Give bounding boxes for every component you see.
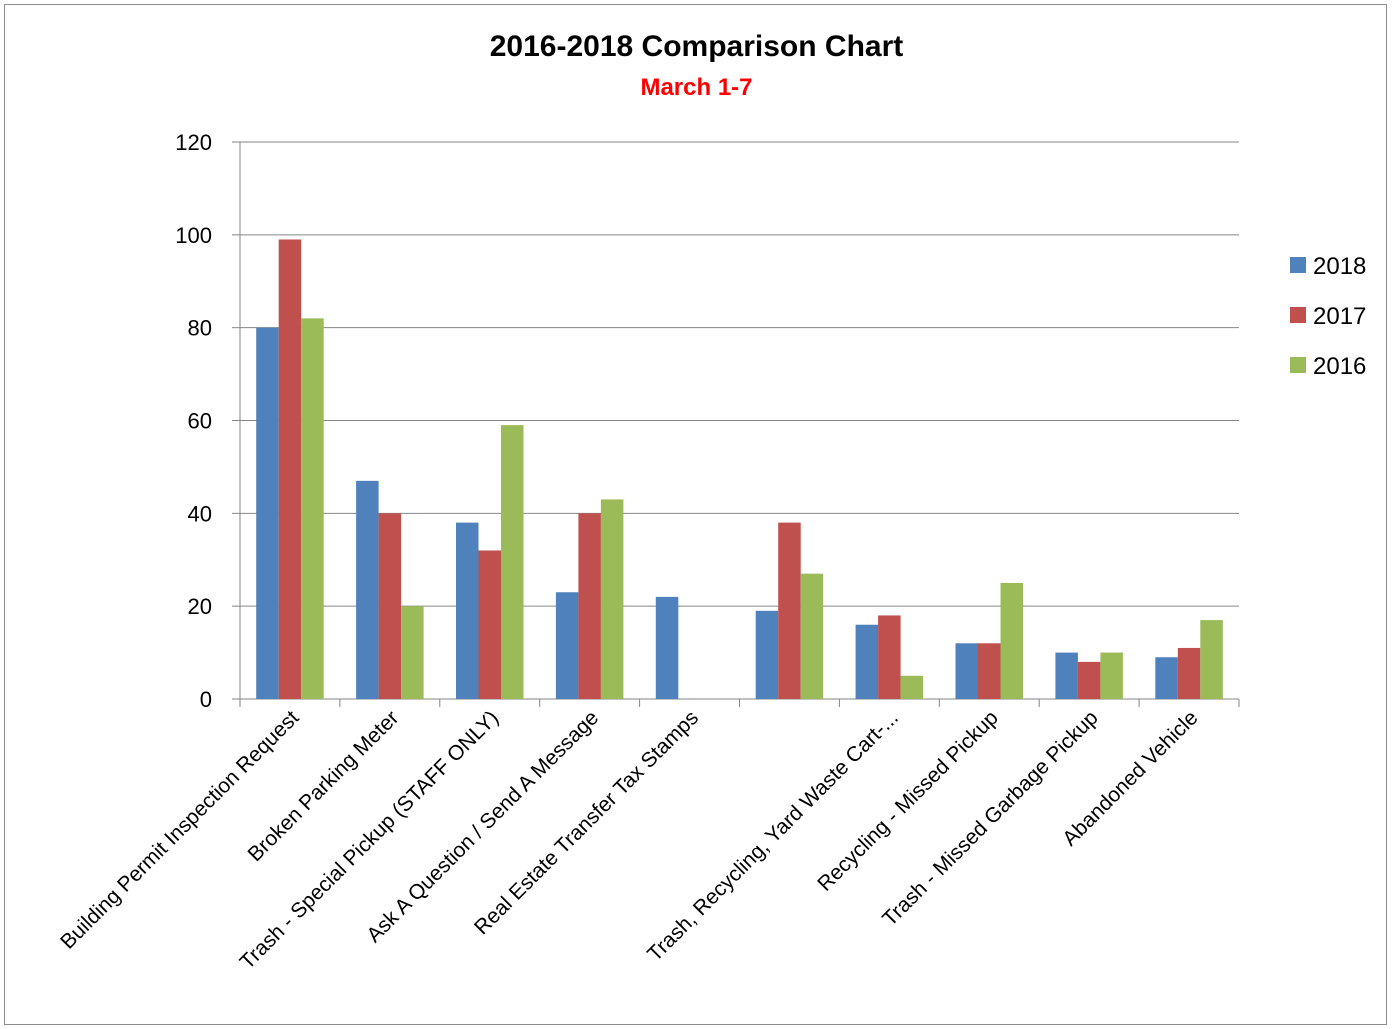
- bar-2016-8: [1100, 652, 1123, 699]
- y-tick-label: 40: [188, 501, 212, 526]
- y-tick-label: 0: [200, 687, 212, 712]
- bar-2016-2: [501, 425, 524, 699]
- y-tick-label: 20: [188, 594, 212, 619]
- bar-2018-6: [855, 624, 879, 699]
- y-tick-label: 100: [175, 223, 212, 248]
- bar-2017-0: [278, 239, 302, 699]
- bar-2017-7: [978, 643, 1001, 699]
- bar-2017-8: [1077, 661, 1101, 699]
- bar-2017-3: [578, 513, 601, 699]
- legend-label-2016: 2016: [1313, 353, 1366, 380]
- bar-2018-7: [955, 643, 978, 699]
- x-category-label: Trash - Missed Garbage Pickup: [878, 706, 1103, 931]
- x-category-label: Recycling - Missed Pickup: [813, 706, 1003, 896]
- bar-2018-9: [1155, 657, 1178, 699]
- bar-2017-2: [478, 550, 501, 699]
- bar-2016-0: [301, 318, 324, 699]
- chart-subtitle: March 1-7: [640, 74, 753, 101]
- bar-2018-4: [655, 596, 679, 699]
- legend-label-2017: 2017: [1313, 303, 1366, 330]
- legend-swatch-2016: [1290, 357, 1306, 373]
- bar-2018-3: [555, 592, 579, 699]
- bar-2018-1: [356, 480, 379, 699]
- y-tick-label: 120: [175, 130, 212, 155]
- y-tick-label: 60: [188, 409, 212, 434]
- bar-2017-1: [378, 513, 402, 699]
- legend-swatch-2018: [1290, 257, 1306, 273]
- bar-2016-1: [401, 606, 424, 699]
- bar-2016-7: [1000, 582, 1023, 699]
- bar-2018-8: [1055, 652, 1078, 699]
- y-tick-label: 80: [188, 316, 212, 341]
- x-category-label: Real Estate Transfer Tax Stamps: [470, 706, 703, 939]
- bar-2018-0: [256, 327, 279, 699]
- bar-2018-2: [456, 522, 479, 699]
- bar-2016-3: [600, 499, 624, 699]
- chart-frame: [4, 4, 1387, 1025]
- legend-label-2018: 2018: [1313, 253, 1366, 280]
- bar-2016-5: [800, 573, 824, 699]
- bar-2016-6: [900, 675, 924, 699]
- legend-swatch-2017: [1290, 307, 1306, 323]
- chart-title: 2016-2018 Comparison Chart: [489, 30, 904, 63]
- bar-2016-9: [1200, 620, 1223, 699]
- bar-2017-5: [778, 522, 801, 699]
- bar-2018-5: [755, 610, 779, 699]
- bar-2017-9: [1177, 647, 1201, 699]
- bar-2017-6: [878, 615, 901, 699]
